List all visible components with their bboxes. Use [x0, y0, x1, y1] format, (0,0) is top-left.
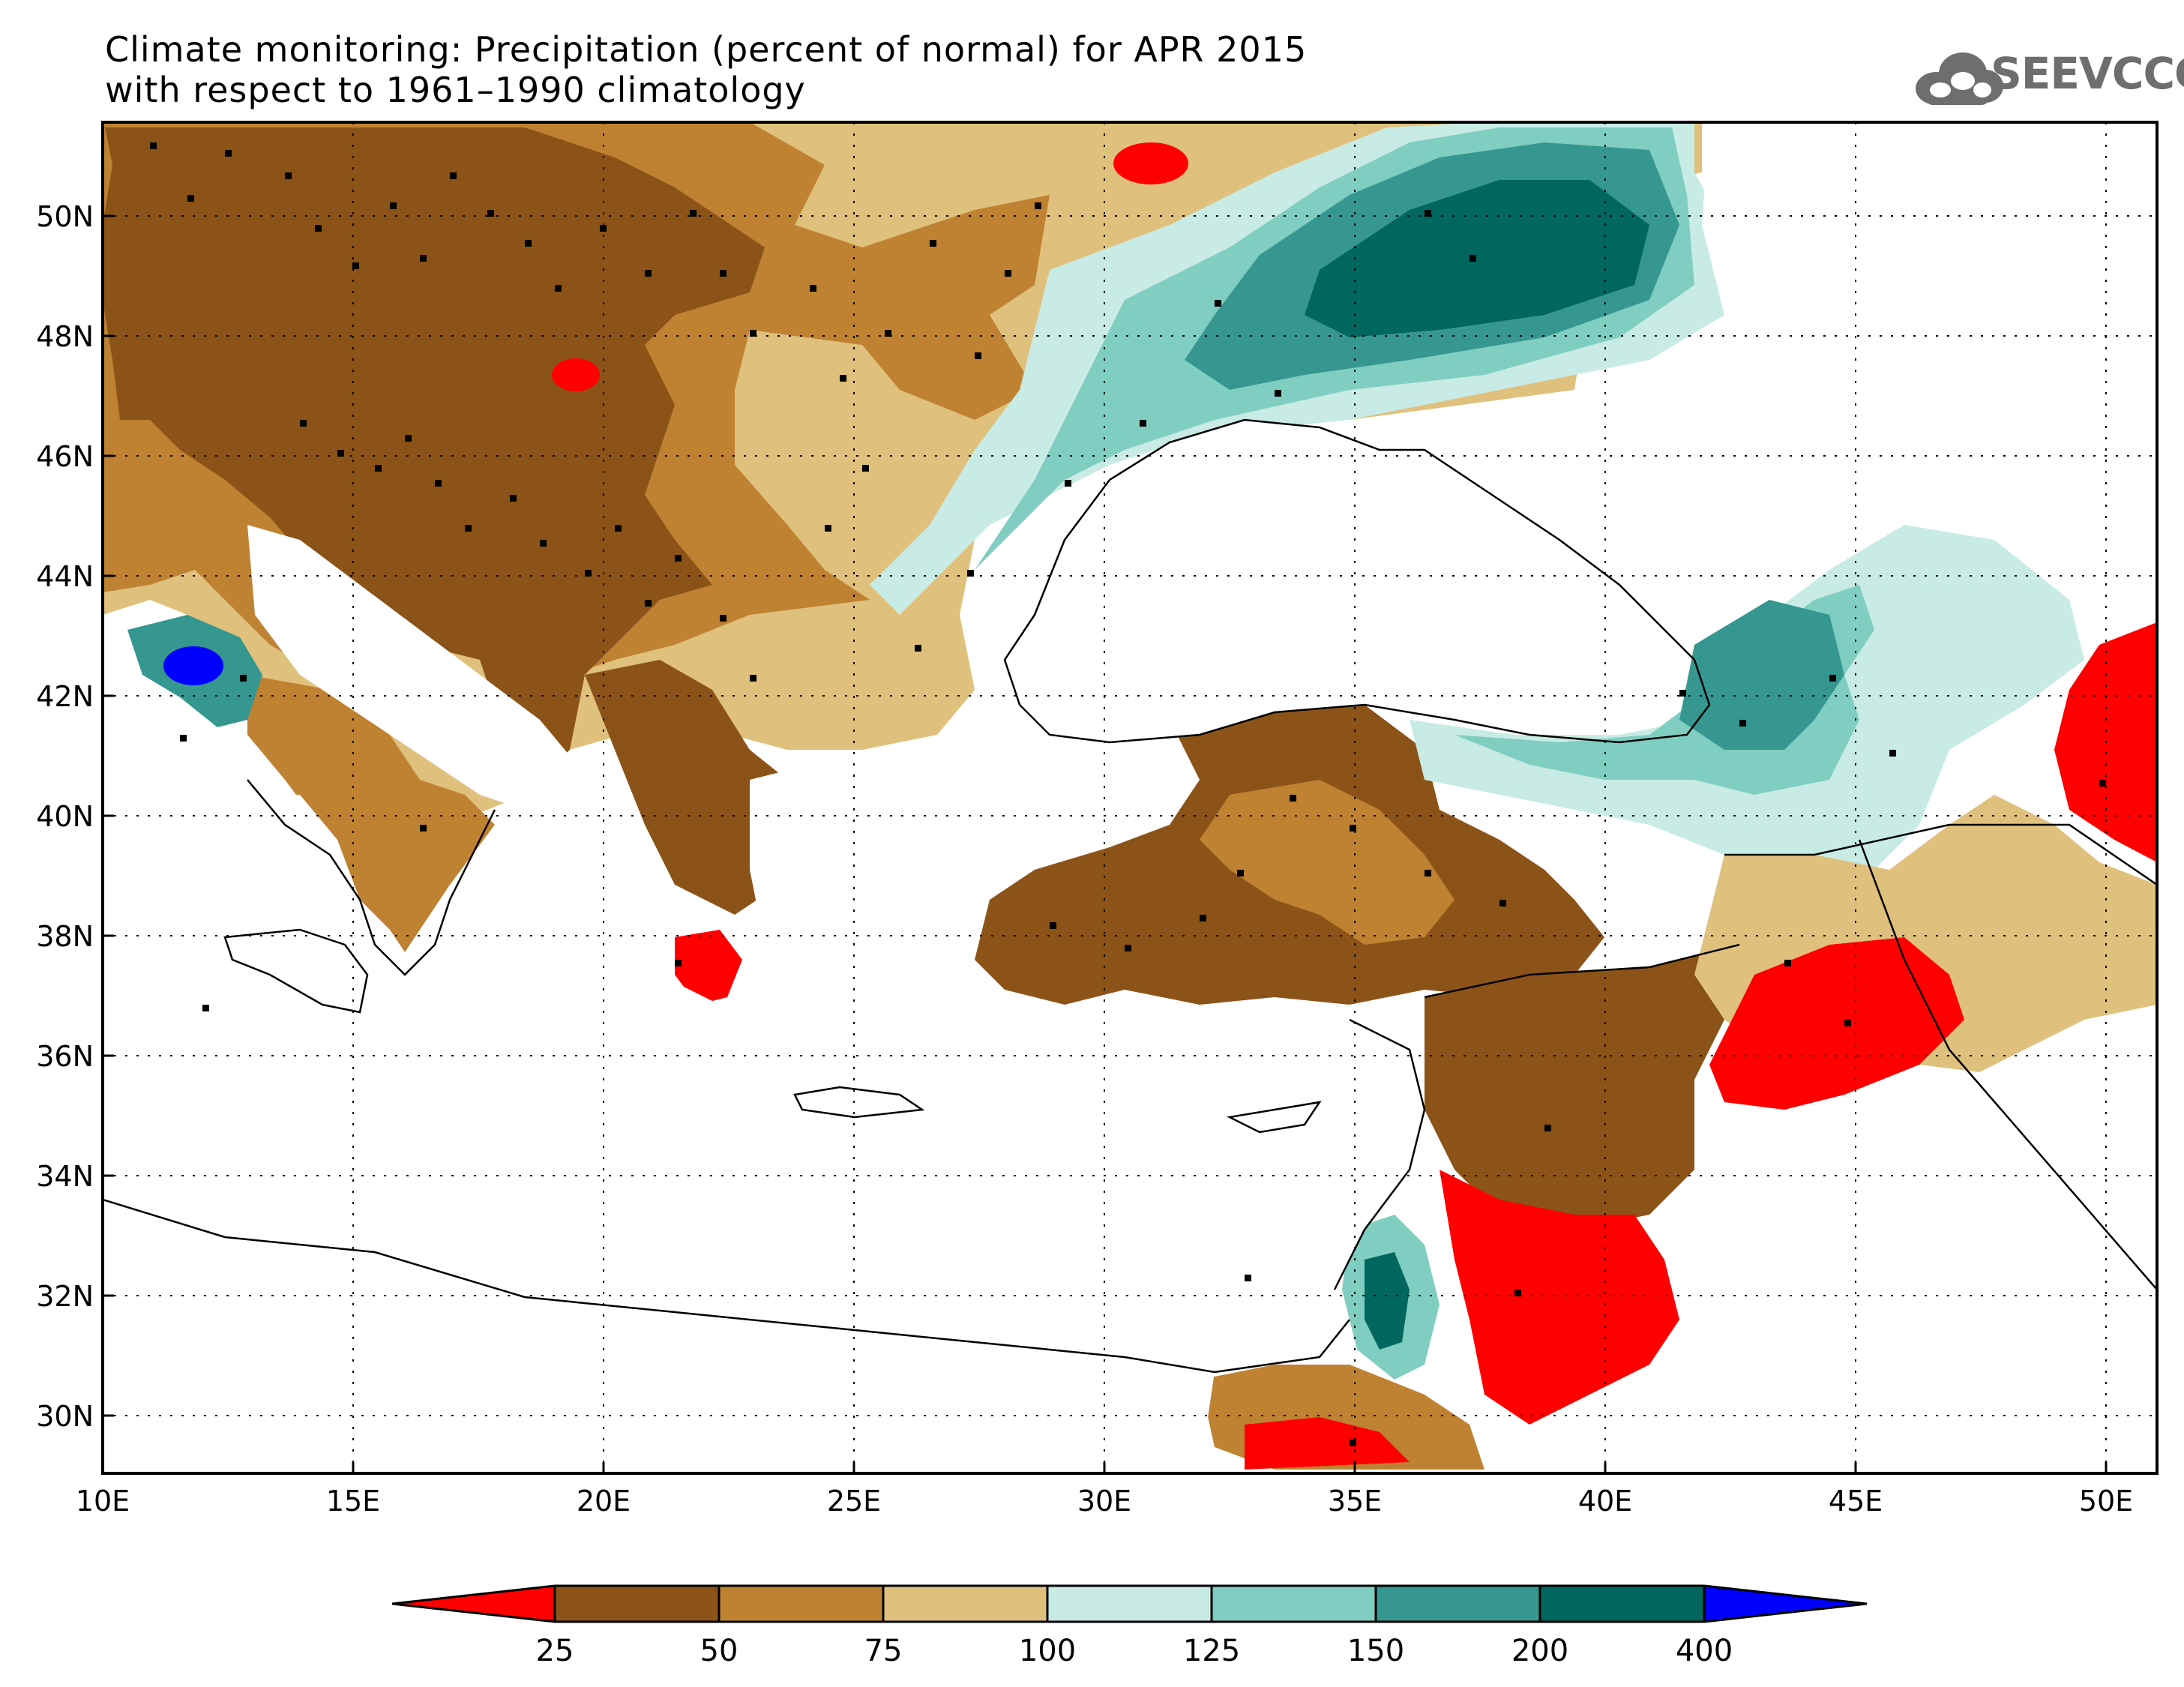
sea-mediterranean — [103, 795, 1425, 1380]
logo-text: SEEVCCC — [1991, 48, 2184, 99]
sea-aegean — [750, 765, 945, 1005]
region-iraq-red — [1709, 937, 1964, 1110]
colorbar-tick-label: 400 — [1676, 1634, 1733, 1668]
lat-label: 36N — [36, 1040, 94, 1073]
lon-label: 30E — [1077, 1485, 1131, 1518]
colorbar-bin — [1540, 1586, 1704, 1622]
lon-label: 35E — [1328, 1485, 1382, 1518]
colorbar-bin — [1212, 1586, 1376, 1622]
chart-title-line-2: with respect to 1961–1990 climatology — [105, 70, 806, 110]
colorbar-tick-label: 200 — [1511, 1634, 1568, 1668]
region-red-belarus — [1113, 142, 1188, 184]
lat-label: 50N — [36, 200, 94, 233]
region-blue-rome — [163, 646, 223, 685]
colorbar-tick-label: 150 — [1347, 1634, 1404, 1668]
north-africa — [103, 1170, 1215, 1473]
colorbar-bin — [1704, 1586, 1867, 1622]
colorbar-bin — [1376, 1586, 1540, 1622]
lat-label: 32N — [36, 1280, 94, 1313]
colorbar-bin — [555, 1586, 719, 1622]
lat-label: 34N — [36, 1160, 94, 1193]
lat-label: 44N — [36, 560, 94, 593]
station-markers — [150, 142, 2106, 1446]
region-wet-israel-strong — [1365, 1252, 1410, 1350]
colorbar-tick-label: 100 — [1019, 1634, 1076, 1668]
lat-label: 40N — [36, 800, 94, 833]
colorbar-bin — [1047, 1586, 1212, 1622]
region-red-hungary — [552, 358, 600, 391]
colorbar-tick-label: 50 — [700, 1634, 738, 1668]
region-italy-dry — [247, 675, 495, 975]
region-turkey-medium — [1200, 780, 1455, 945]
lon-label: 10E — [76, 1485, 130, 1518]
lat-label: 48N — [36, 320, 94, 353]
lat-label: 30N — [36, 1400, 94, 1433]
region-wet-ukraine-max — [1305, 180, 1649, 337]
lon-label: 45E — [1829, 1485, 1883, 1518]
map-frame — [101, 121, 2159, 1475]
lon-label: 20E — [577, 1485, 631, 1518]
lon-label: 15E — [326, 1485, 380, 1518]
colorbar-bin — [719, 1586, 883, 1622]
colorbar-tick-label: 125 — [1183, 1634, 1240, 1668]
region-strong-dry — [103, 127, 765, 780]
cloud-icon — [1916, 52, 2003, 105]
lon-label: 25E — [827, 1485, 881, 1518]
lat-label: 46N — [36, 440, 94, 473]
region-levant-dry — [1425, 945, 1739, 1230]
region-red-arabia — [1440, 1170, 1679, 1425]
no-data-east — [1702, 122, 2157, 615]
region-wet-caucasus-strong — [1679, 600, 1844, 750]
colorbar-tick-label: 75 — [864, 1634, 903, 1668]
coastlines — [103, 418, 2157, 1374]
lon-axis-labels: 10E 15E 20E 25E 30E 35E 40E 45E 50E — [76, 1485, 2133, 1518]
lon-label: 50E — [2079, 1485, 2133, 1518]
lat-axis-labels: 30N 32N 34N 36N 38N 40N 42N 44N 46N 48N … — [36, 200, 94, 1433]
chart-title-line-1: Climate monitoring: Precipitation (perce… — [105, 29, 1308, 70]
colorbar-tick-label: 25 — [536, 1634, 574, 1668]
colorbar-bin — [883, 1586, 1047, 1622]
black-sea — [1005, 420, 1709, 742]
color-bar-legend: 25 50 75 100 125 150 200 400 — [391, 1584, 1868, 1668]
colorbar-bin — [392, 1586, 555, 1622]
lat-label: 38N — [36, 920, 94, 953]
lon-label: 40E — [1578, 1485, 1632, 1518]
region-red-peloponnese — [675, 930, 742, 1005]
map-field — [103, 122, 2157, 1473]
axis-ticks — [101, 214, 2108, 1473]
gridlines — [103, 122, 2157, 1473]
region-sinai-red — [1245, 1417, 1410, 1470]
sea-adriatic — [247, 525, 585, 840]
lat-label: 42N — [36, 680, 94, 713]
